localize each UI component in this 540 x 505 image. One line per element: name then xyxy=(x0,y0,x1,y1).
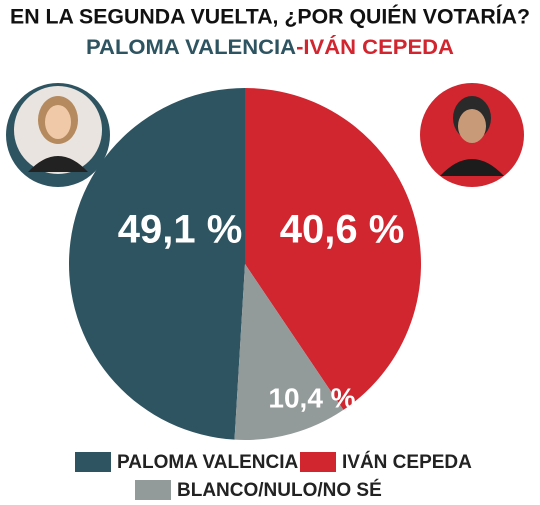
portrait-right xyxy=(420,83,524,187)
pie: 49,1 % 40,6 % 10,4 % xyxy=(68,88,422,441)
chart-subtitle: PALOMA VALENCIA -IVÁN CEPEDA xyxy=(86,36,454,59)
chart-title: EN LA SEGUNDA VUELTA, ¿POR QUIÉN VOTARÍA… xyxy=(10,6,530,29)
subtitle-part: -IVÁN CEPEDA xyxy=(296,36,454,59)
pie-slice xyxy=(68,88,245,440)
legend-swatch xyxy=(300,452,336,472)
pie-slice xyxy=(234,264,344,441)
legend: PALOMA VALENCIA IVÁN CEPEDA BLANCO/NULO/NO… xyxy=(75,451,472,501)
data-label: 49,1 % xyxy=(118,208,243,252)
legend-label: BLANCO/NULO/NO SÉ xyxy=(177,479,382,500)
portrait-left xyxy=(6,83,110,187)
legend-swatch xyxy=(75,452,111,472)
legend-swatch xyxy=(135,480,171,500)
legend-label: IVÁN CEPEDA xyxy=(342,451,472,473)
data-label: 40,6 % xyxy=(280,208,405,252)
pie-slice xyxy=(245,88,422,410)
legend-label: PALOMA VALENCIA xyxy=(117,452,298,473)
data-label: 10,4 % xyxy=(268,382,355,413)
subtitle-part: PALOMA VALENCIA xyxy=(86,36,296,59)
